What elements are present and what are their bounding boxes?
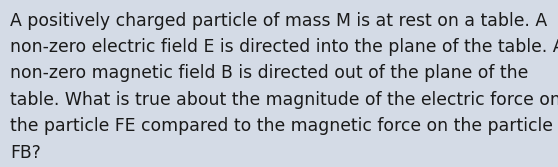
- Text: non-zero magnetic field B is directed out of the plane of the: non-zero magnetic field B is directed ou…: [10, 64, 528, 82]
- Text: FB?: FB?: [10, 144, 41, 162]
- Text: non-zero electric field E is directed into the plane of the table. A: non-zero electric field E is directed in…: [10, 38, 558, 56]
- Text: A positively charged particle of mass M is at rest on a table. A: A positively charged particle of mass M …: [10, 12, 547, 30]
- Text: the particle FE compared to the magnetic force on the particle: the particle FE compared to the magnetic…: [10, 117, 553, 135]
- Text: table. What is true about the magnitude of the electric force on: table. What is true about the magnitude …: [10, 91, 558, 109]
